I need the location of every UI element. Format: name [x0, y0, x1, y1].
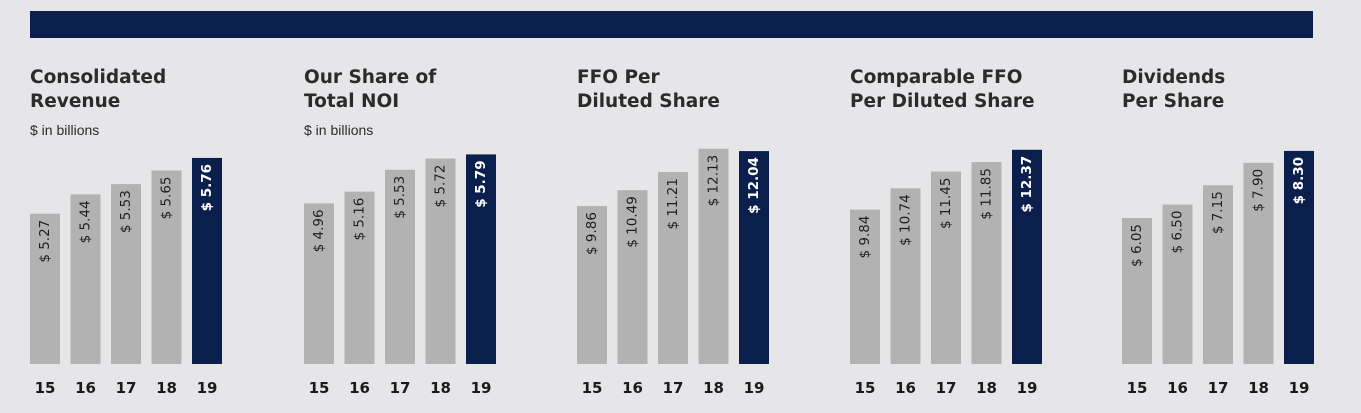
- year-tick-label: 16: [349, 379, 370, 397]
- bar-15: [30, 213, 60, 364]
- year-tick-label: 17: [663, 379, 684, 397]
- bar-16: [617, 190, 648, 364]
- year-tick-label: 18: [976, 379, 997, 397]
- bar-value-label: $ 5.79: [473, 160, 489, 207]
- bar-19: [466, 154, 496, 364]
- bar-value-label: $ 5.16: [352, 198, 368, 241]
- bar-value-label: $ 5.44: [78, 200, 94, 243]
- year-tick-label: 17: [116, 379, 137, 397]
- bar-17: [385, 169, 415, 364]
- year-tick-label: 16: [622, 379, 643, 397]
- bar-value-label: $ 5.72: [433, 165, 449, 208]
- bar-value-label: $ 10.49: [625, 196, 641, 248]
- bar-chart-svg: $ 9.84 15 $ 10.74 16 $ 11.45 17 $ 11.85 18 $ 12.…: [850, 149, 1042, 397]
- bar-value-label: $ 6.05: [1129, 224, 1145, 267]
- bar-value-label: $ 12.37: [1019, 156, 1035, 213]
- bar-value-label: $ 11.21: [665, 178, 681, 230]
- bar-value-label: $ 6.50: [1170, 211, 1186, 254]
- bar-19: [1284, 150, 1314, 364]
- bar-value-label: $ 9.84: [857, 216, 873, 259]
- chart-subtitle: $ in billions: [30, 122, 100, 138]
- bar-19: [1012, 149, 1042, 364]
- bar-15: [304, 203, 334, 364]
- year-tick-label: 15: [1127, 379, 1148, 397]
- bar-value-label: $ 5.27: [37, 220, 53, 263]
- year-tick-label: 16: [895, 379, 916, 397]
- year-tick-label: 18: [430, 379, 451, 397]
- chart-title: Comparable FFO Per Diluted Share: [850, 67, 1035, 112]
- bar-15: [577, 206, 607, 364]
- year-tick-label: 19: [471, 379, 492, 397]
- chart-comparable-ffo: Comparable FFO Per Diluted Share $ 9.84 1…: [850, 66, 1090, 406]
- chart-dividends-per-share: Dividends Per Share $ 6.05 15 $ 6.50 16 $ 7.…: [1122, 66, 1361, 406]
- bar-17: [111, 184, 141, 364]
- bar-17: [1203, 185, 1233, 364]
- bar-19: [192, 157, 222, 364]
- bar-18: [425, 158, 456, 364]
- chart-title: Consolidated Revenue: [30, 67, 167, 112]
- chart-title: Our Share of Total NOI: [304, 67, 437, 112]
- chart-title: FFO Per Diluted Share: [577, 67, 720, 112]
- bar-value-label: $ 5.76: [199, 164, 215, 211]
- bar-chart-svg: $ 6.05 15 $ 6.50 16 $ 7.15 17 $ 7.90 18 $ 8.30 19: [1122, 150, 1314, 397]
- bar-18: [698, 148, 729, 364]
- bar-19: [739, 151, 769, 364]
- bar-chart-svg: $ 5.27 15 $ 5.44 16 $ 5.53 17 $ 5.65 18 $ 5.76 19: [30, 157, 222, 397]
- bar-17: [658, 172, 688, 364]
- year-tick-label: 17: [936, 379, 957, 397]
- bar-value-label: $ 12.04: [746, 157, 762, 214]
- year-tick-label: 15: [855, 379, 876, 397]
- chart-ffo-per-share: FFO Per Diluted Share $ 9.86 15 $ 10.49 16 $…: [577, 66, 817, 406]
- year-tick-label: 15: [35, 379, 56, 397]
- year-tick-label: 16: [75, 379, 96, 397]
- bar-16: [890, 188, 921, 364]
- bar-value-label: $ 5.53: [392, 176, 408, 219]
- year-tick-label: 18: [703, 379, 724, 397]
- bar-18: [1243, 162, 1274, 364]
- chart-total-noi: Our Share of Total NOI $ in billions $ 4…: [304, 66, 544, 406]
- bar-value-label: $ 8.30: [1291, 157, 1307, 204]
- bar-16: [1162, 204, 1193, 364]
- bar-value-label: $ 11.45: [938, 178, 954, 230]
- year-tick-label: 18: [1248, 379, 1269, 397]
- bar-value-label: $ 7.90: [1251, 169, 1267, 212]
- chart-consolidated-revenue: Consolidated Revenue $ in billions $ 5.2…: [30, 66, 270, 406]
- bar-chart-svg: $ 9.86 15 $ 10.49 16 $ 11.21 17 $ 12.13 18 $ 12.…: [577, 148, 769, 397]
- bar-value-label: $ 5.65: [159, 176, 175, 219]
- year-tick-label: 19: [744, 379, 765, 397]
- bar-value-label: $ 11.85: [979, 168, 995, 220]
- bar-value-label: $ 12.13: [706, 155, 722, 207]
- year-tick-label: 17: [390, 379, 411, 397]
- bar-value-label: $ 9.86: [584, 212, 600, 255]
- header-banner: [30, 11, 1313, 38]
- bar-value-label: $ 5.53: [118, 190, 134, 233]
- year-tick-label: 19: [1017, 379, 1038, 397]
- bar-chart-svg: $ 4.96 15 $ 5.16 16 $ 5.53 17 $ 5.72 18 $ 5.79 19: [304, 154, 496, 397]
- chart-title: Dividends Per Share: [1122, 67, 1226, 112]
- bar-18: [971, 162, 1002, 364]
- chart-subtitle: $ in billions: [304, 122, 374, 138]
- bar-18: [151, 170, 182, 364]
- bar-value-label: $ 10.74: [898, 194, 914, 246]
- bar-value-label: $ 4.96: [311, 209, 327, 252]
- year-tick-label: 19: [1289, 379, 1310, 397]
- year-tick-label: 15: [582, 379, 603, 397]
- bar-15: [1122, 217, 1152, 364]
- bar-16: [70, 194, 101, 364]
- year-tick-label: 17: [1208, 379, 1229, 397]
- bar-16: [344, 191, 375, 364]
- year-tick-label: 18: [156, 379, 177, 397]
- bar-15: [850, 209, 880, 364]
- year-tick-label: 16: [1167, 379, 1188, 397]
- bar-17: [931, 171, 961, 364]
- bar-value-label: $ 7.15: [1210, 191, 1226, 234]
- year-tick-label: 19: [197, 379, 218, 397]
- year-tick-label: 15: [309, 379, 330, 397]
